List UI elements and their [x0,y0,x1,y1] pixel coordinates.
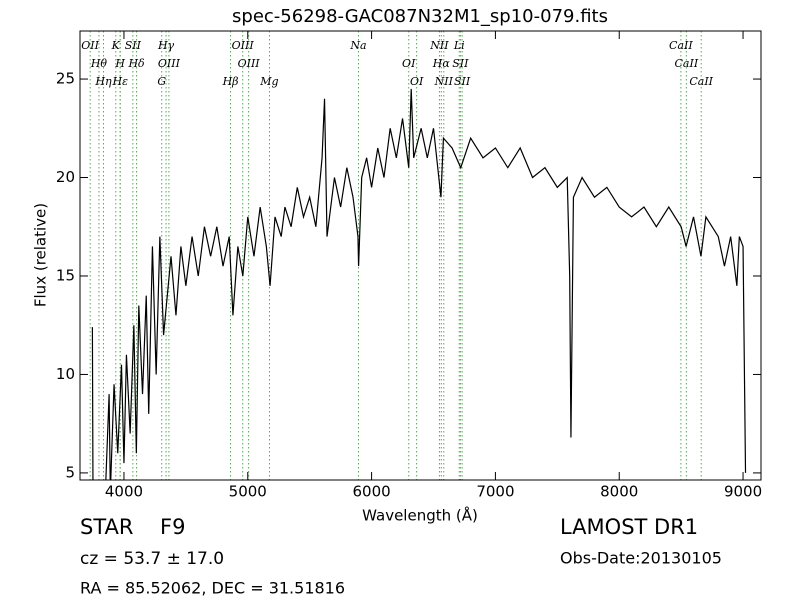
x-axis-label: Wavelength (Å) [362,506,478,525]
spectral-line-label: Na [349,39,366,52]
spectral-line-label: OIII [238,57,261,70]
y-tick-label: 25 [56,70,75,88]
spectral-line-label: NII [434,75,454,88]
y-axis-label: Flux (relative) [32,203,50,307]
x-tick-label: 6000 [352,483,390,501]
x-tick-label: 8000 [600,483,638,501]
spectral-line-label: K [111,39,121,52]
spectrum-line [91,88,747,480]
spectral-line-label: OI [402,57,416,70]
spectral-line-label: OIII [232,39,255,52]
y-tick-label: 20 [56,168,75,186]
object-subclass: F9 [160,515,185,539]
spectral-line-label: SII [454,75,471,88]
spectral-line-label: SII [125,39,142,52]
spectral-line-label: NII [429,39,449,52]
spectral-line-label: OII [81,39,99,52]
spectral-line-label: Mg [259,75,278,88]
spectral-line-label: Hη [94,75,112,88]
spectral-line-label: CaII [669,39,693,52]
y-tick-label: 5 [65,463,75,481]
y-tick-label: 10 [56,365,75,383]
redshift: cz = 53.7 ± 17.0 [80,549,224,569]
x-tick-label: 4000 [105,483,143,501]
spectral-line-label: SII [452,57,469,70]
y-tick-label: 15 [56,266,75,284]
survey: LAMOST DR1 [560,515,698,539]
object-class: STAR [80,515,133,539]
x-tick-label: 9000 [724,483,762,501]
coordinates: RA = 85.52062, DEC = 31.51816 [80,579,345,598]
spectral-line-label: Hβ [222,75,239,88]
x-tick-label: 7000 [476,483,514,501]
spectral-line-label: Li [453,39,465,52]
spectral-line-label: CaII [675,57,699,70]
spectral-line-label: OIII [158,57,181,70]
spectral-line-label: OI [410,75,424,88]
chart-title: spec-56298-GAC087N32M1_sp10-079.fits [232,6,608,27]
spectral-line-label: Hε [111,75,128,88]
spectral-line-label: CaII [689,75,713,88]
plot-frame [79,30,762,481]
spectral-line-label: Hδ [127,57,145,70]
obs-date: Obs-Date:20130105 [560,549,722,568]
plot-area [89,31,747,480]
spectral-line-label: Hγ [157,39,175,52]
spectral-line-label: G [157,75,166,88]
spectral-line-label: Hθ [90,57,108,70]
spectral-line-label: Hα [432,57,451,70]
spectral-line-label: H [114,57,125,70]
x-tick-label: 5000 [229,483,267,501]
